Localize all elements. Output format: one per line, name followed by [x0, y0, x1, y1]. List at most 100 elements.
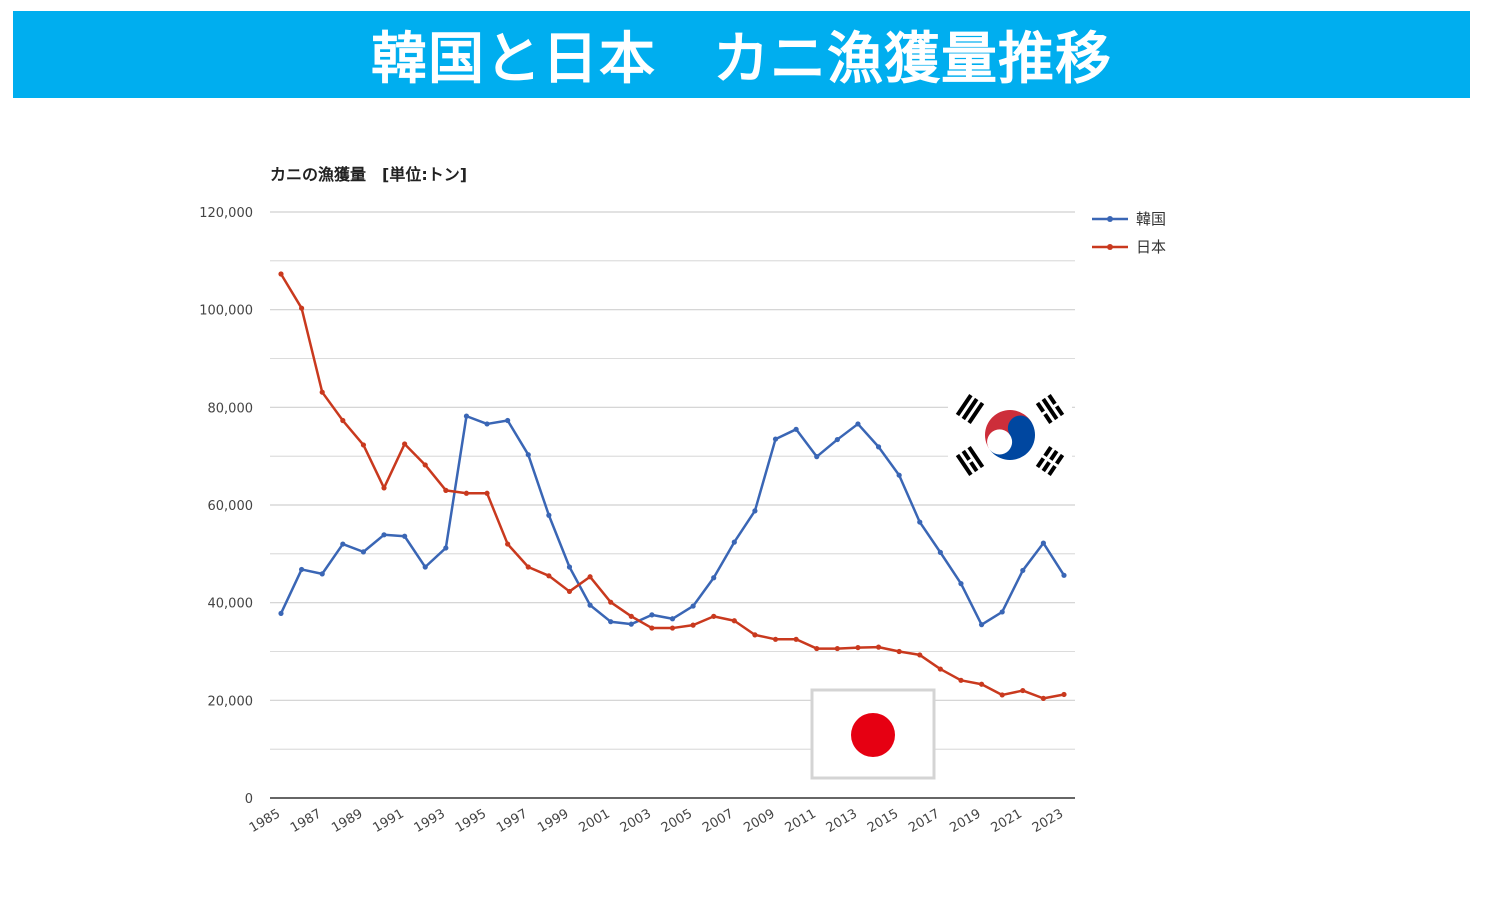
- data-point[interactable]: [402, 533, 408, 539]
- x-tick-label: 2017: [906, 806, 942, 836]
- x-tick-label: 2023: [1030, 806, 1066, 836]
- y-tick-label: 40,000: [208, 597, 254, 612]
- data-point[interactable]: [793, 426, 799, 432]
- data-point[interactable]: [855, 644, 861, 651]
- data-point[interactable]: [360, 549, 367, 555]
- data-point[interactable]: [443, 545, 449, 551]
- data-point[interactable]: [443, 487, 449, 493]
- data-point[interactable]: [463, 490, 470, 496]
- data-point[interactable]: [340, 541, 346, 547]
- data-point[interactable]: [608, 599, 614, 605]
- x-tick-label: 2019: [947, 806, 983, 836]
- legend-label-korea: 韓国: [1136, 210, 1166, 228]
- data-point[interactable]: [628, 621, 634, 627]
- data-point[interactable]: [566, 564, 573, 570]
- data-point[interactable]: [711, 613, 717, 619]
- data-point[interactable]: [484, 421, 490, 427]
- x-tick-label: 2015: [865, 806, 901, 836]
- data-point[interactable]: [772, 636, 779, 642]
- data-point[interactable]: [669, 625, 676, 631]
- data-point[interactable]: [525, 452, 531, 458]
- data-point[interactable]: [875, 444, 882, 450]
- x-tick-label: 1985: [247, 806, 283, 836]
- data-point[interactable]: [834, 645, 840, 652]
- data-point[interactable]: [937, 549, 943, 555]
- data-point[interactable]: [937, 666, 943, 672]
- data-point[interactable]: [669, 616, 676, 622]
- data-point[interactable]: [1040, 695, 1046, 701]
- data-point[interactable]: [566, 588, 573, 595]
- x-tick-label: 1993: [412, 806, 448, 836]
- data-point[interactable]: [463, 413, 470, 419]
- banner-title: 韓国と日本 カニ漁獲量推移: [371, 27, 1112, 92]
- data-point[interactable]: [299, 305, 305, 311]
- data-point[interactable]: [381, 532, 387, 538]
- data-point[interactable]: [917, 652, 923, 658]
- y-tick-label: 120,000: [199, 206, 253, 221]
- data-point[interactable]: [587, 602, 593, 608]
- data-point[interactable]: [999, 609, 1005, 615]
- data-point[interactable]: [505, 417, 511, 424]
- data-point[interactable]: [1040, 540, 1046, 546]
- x-tick-label: 2001: [577, 806, 613, 836]
- data-point[interactable]: [525, 564, 531, 570]
- data-point[interactable]: [814, 645, 820, 652]
- data-point[interactable]: [958, 677, 964, 683]
- data-point[interactable]: [752, 632, 758, 638]
- data-point[interactable]: [917, 519, 923, 525]
- x-tick-label: 2021: [989, 806, 1025, 836]
- data-point[interactable]: [381, 485, 387, 491]
- data-point[interactable]: [319, 389, 325, 395]
- data-point[interactable]: [958, 581, 964, 587]
- data-point[interactable]: [422, 462, 428, 468]
- data-point[interactable]: [484, 490, 490, 496]
- data-point[interactable]: [999, 692, 1005, 698]
- x-tick-label: 1997: [494, 806, 530, 836]
- data-point[interactable]: [546, 512, 552, 518]
- data-point[interactable]: [855, 421, 861, 427]
- data-point[interactable]: [690, 622, 696, 628]
- series-lines: [278, 271, 1067, 701]
- data-point[interactable]: [690, 603, 696, 609]
- data-point[interactable]: [628, 613, 634, 619]
- data-point[interactable]: [1020, 687, 1026, 694]
- data-point[interactable]: [772, 436, 779, 442]
- data-point[interactable]: [1061, 691, 1067, 698]
- data-point[interactable]: [587, 574, 593, 580]
- data-point[interactable]: [278, 271, 284, 277]
- data-point[interactable]: [978, 681, 985, 687]
- legend-item-japan[interactable]: 日本: [1092, 238, 1166, 256]
- data-point[interactable]: [834, 436, 840, 443]
- data-point[interactable]: [340, 417, 346, 424]
- data-point[interactable]: [731, 539, 737, 545]
- data-point[interactable]: [731, 618, 737, 624]
- data-point[interactable]: [360, 442, 367, 448]
- x-tick-label: 2011: [783, 806, 819, 836]
- series-line-korea: [279, 414, 1066, 626]
- data-point[interactable]: [278, 610, 284, 617]
- data-point[interactable]: [814, 454, 820, 460]
- legend: 韓国 日本: [1092, 210, 1166, 256]
- data-point[interactable]: [896, 472, 902, 478]
- data-point[interactable]: [875, 644, 882, 650]
- data-point[interactable]: [649, 612, 655, 618]
- data-point[interactable]: [422, 564, 428, 570]
- data-point[interactable]: [752, 508, 758, 514]
- data-point[interactable]: [793, 636, 799, 642]
- data-point[interactable]: [319, 571, 325, 577]
- legend-label-japan: 日本: [1136, 238, 1166, 256]
- series-line-japan: [279, 273, 1065, 700]
- legend-item-korea[interactable]: 韓国: [1092, 210, 1166, 228]
- data-point[interactable]: [978, 622, 985, 628]
- data-point[interactable]: [896, 648, 902, 655]
- data-point[interactable]: [299, 566, 305, 573]
- data-point[interactable]: [402, 441, 408, 447]
- data-point[interactable]: [711, 575, 717, 581]
- y-tick-label: 60,000: [208, 499, 254, 514]
- data-point[interactable]: [505, 541, 511, 547]
- data-point[interactable]: [546, 573, 552, 579]
- data-point[interactable]: [1020, 567, 1026, 574]
- data-point[interactable]: [608, 619, 614, 625]
- data-point[interactable]: [649, 625, 655, 631]
- data-point[interactable]: [1061, 572, 1067, 578]
